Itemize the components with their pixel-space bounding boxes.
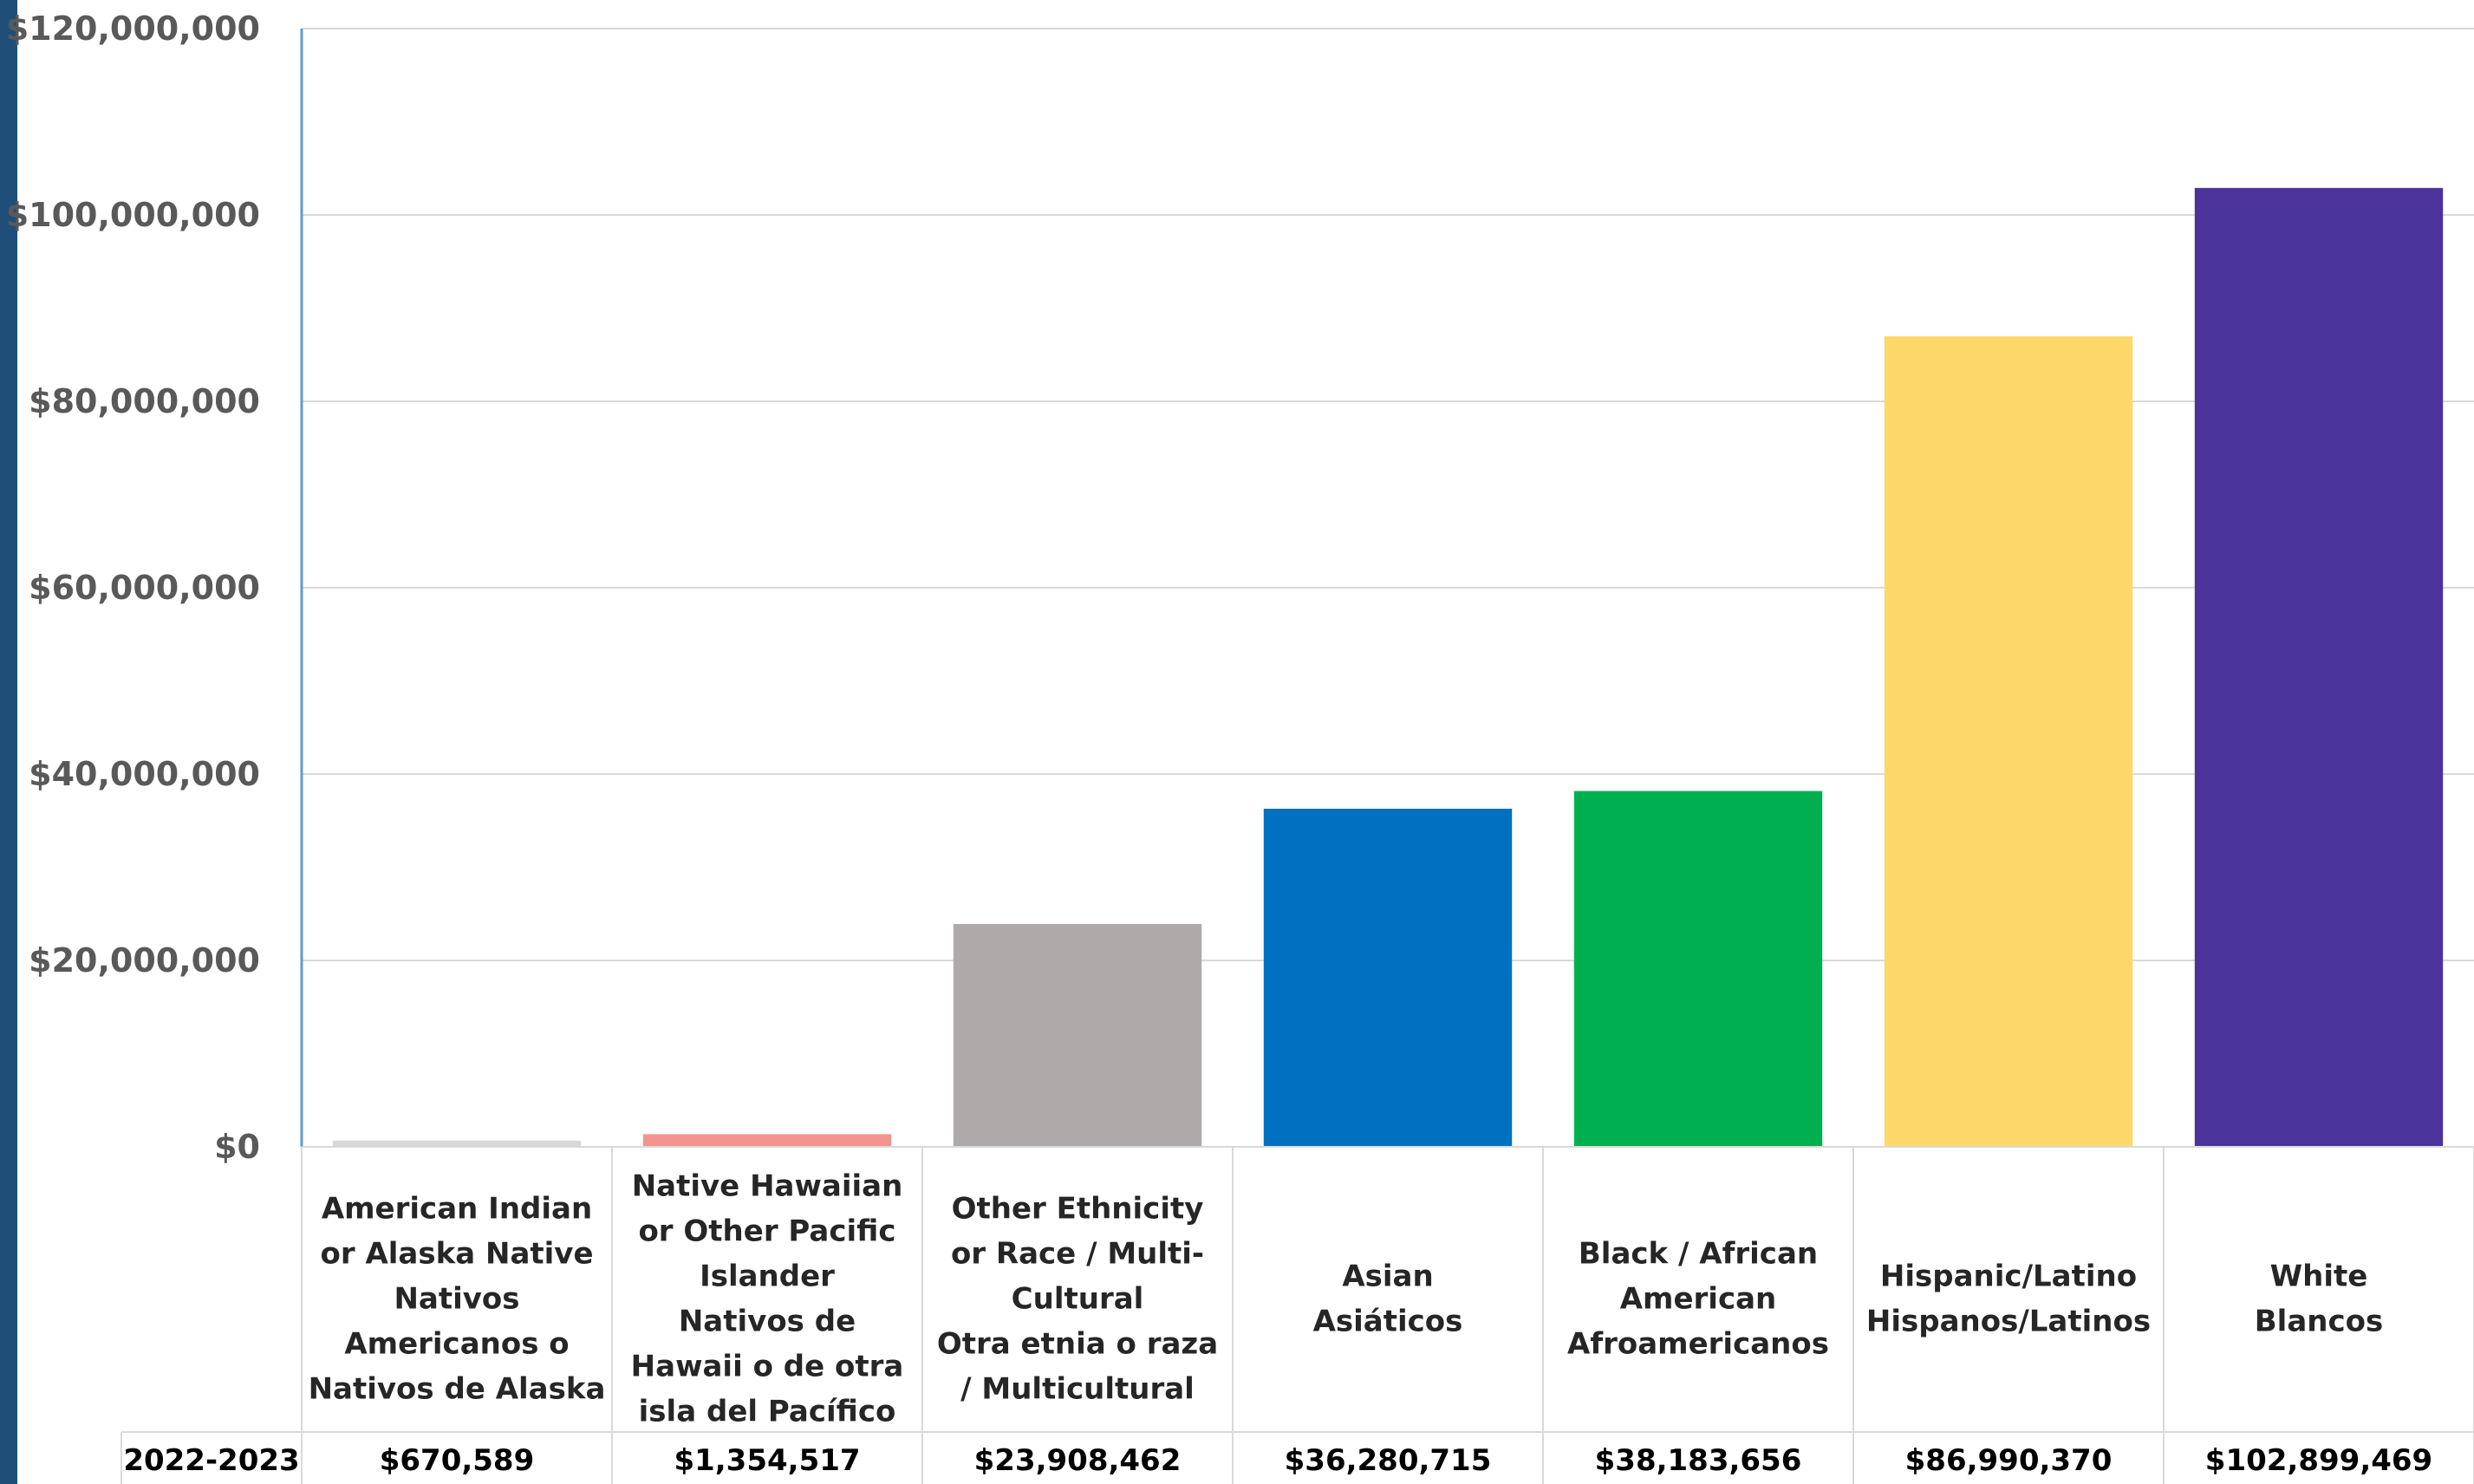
bar bbox=[1573, 791, 1823, 1147]
bar bbox=[332, 1140, 582, 1147]
category-label: Other Ethnicity or Race / Multi-Cultural O… bbox=[937, 1192, 1218, 1407]
bar bbox=[953, 923, 1202, 1147]
bar bbox=[1884, 335, 2133, 1147]
y-tick-label: $40,000,000 bbox=[29, 755, 260, 793]
y-tick-label: $20,000,000 bbox=[29, 941, 260, 980]
y-tick-label: $100,000,000 bbox=[6, 196, 260, 234]
category-label: Black / African American Afroamericanos bbox=[1567, 1237, 1829, 1362]
bar bbox=[1263, 808, 1513, 1147]
table-cell: $1,354,517 bbox=[674, 1443, 860, 1478]
data-table: American Indian or Alaska Native Nativos Am… bbox=[120, 1146, 2474, 1484]
y-tick-label: $0 bbox=[214, 1128, 260, 1166]
y-tick-label: $60,000,000 bbox=[29, 569, 260, 607]
category-label: Hispanic/Latino Hispanos/Latinos bbox=[1866, 1259, 2151, 1339]
category-label: Native Hawaiian or Other Pacific Islander N… bbox=[631, 1169, 904, 1429]
bar bbox=[2194, 187, 2444, 1148]
table-cell: $670,589 bbox=[380, 1443, 535, 1478]
table-cell: $38,183,656 bbox=[1595, 1443, 1802, 1478]
y-axis: $0 $20,000,000 $40,000,000 $60,000,000 $80,0… bbox=[6, 10, 303, 1166]
category-label: American Indian or Alaska Native Nativos Am… bbox=[309, 1192, 606, 1407]
category-label: Asian Asiáticos bbox=[1313, 1259, 1463, 1339]
y-tick-label: $120,000,000 bbox=[6, 10, 260, 48]
left-accent-strip bbox=[0, 0, 17, 1484]
table-cell: $23,908,462 bbox=[974, 1443, 1182, 1478]
category-label: White Blancos bbox=[2255, 1259, 2383, 1339]
table-cell: $86,990,370 bbox=[1905, 1443, 2113, 1478]
bars bbox=[332, 187, 2444, 1148]
y-tick-label: $80,000,000 bbox=[29, 382, 260, 420]
bar bbox=[642, 1134, 892, 1147]
table-cell: $102,899,469 bbox=[2205, 1443, 2432, 1478]
table-row-label: 2022-2023 bbox=[123, 1443, 299, 1478]
table-cell: $36,280,715 bbox=[1285, 1443, 1492, 1478]
